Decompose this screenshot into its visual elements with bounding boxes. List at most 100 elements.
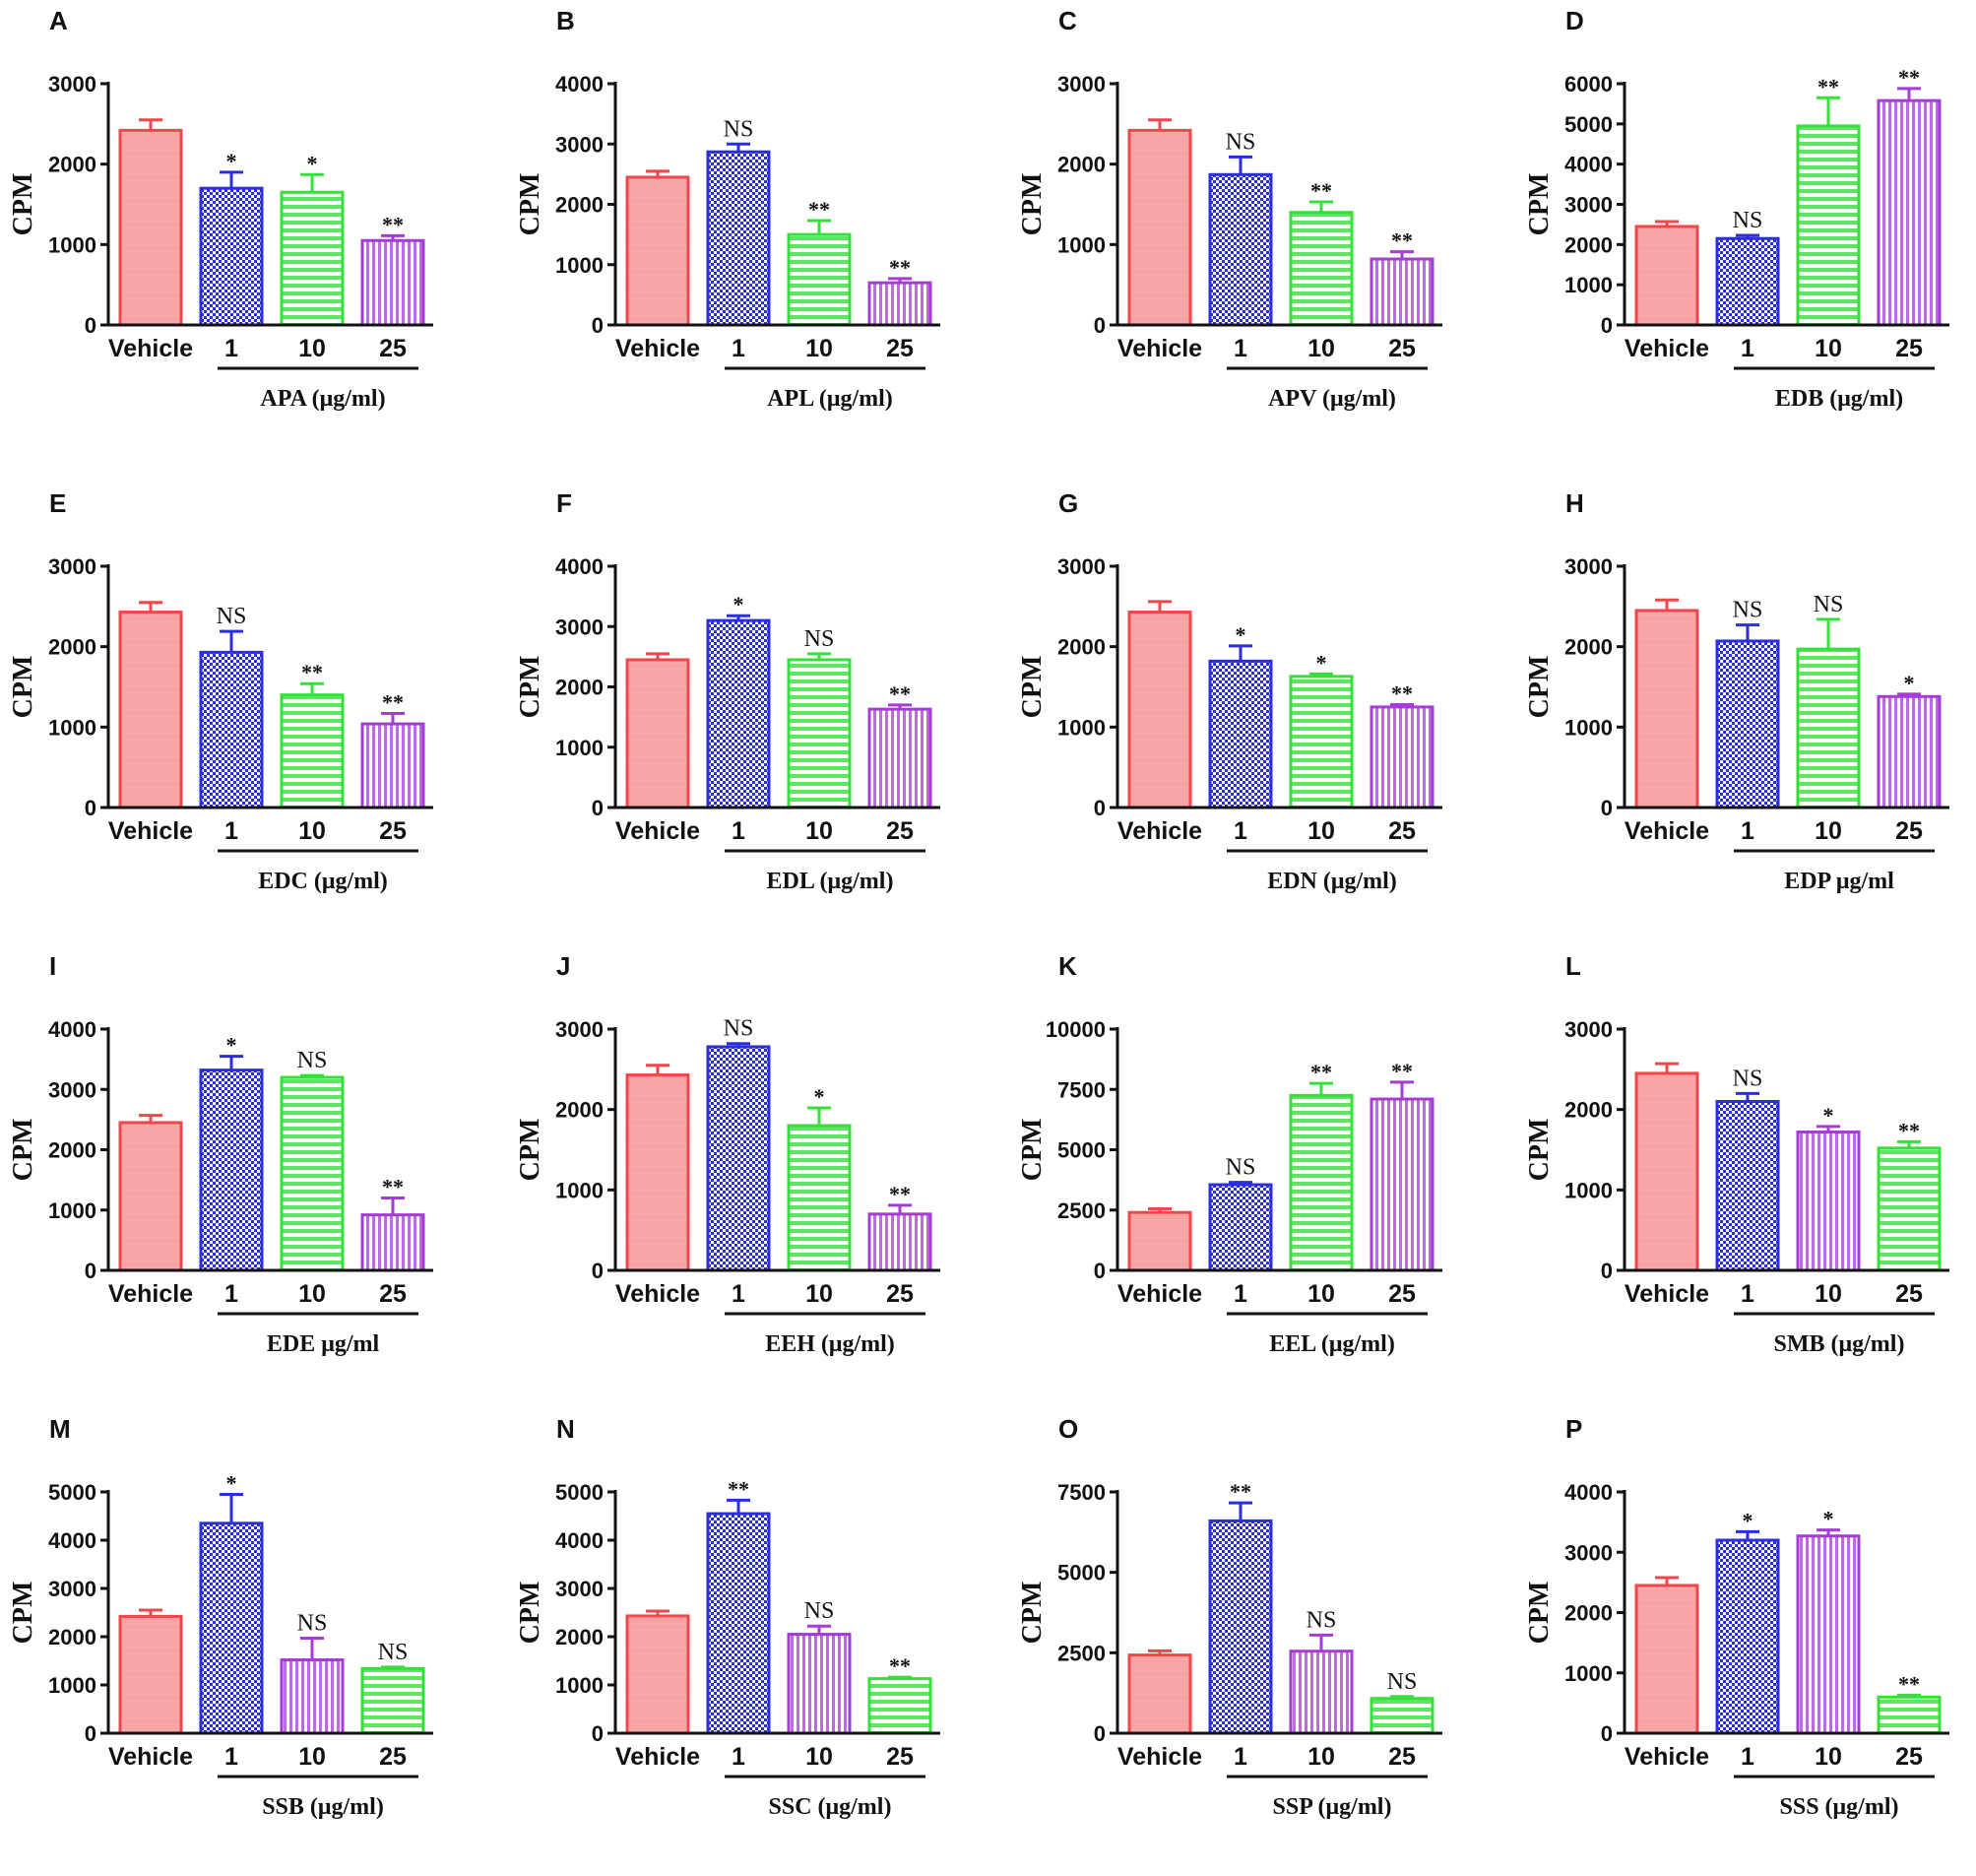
category-label: 25 xyxy=(1388,335,1416,362)
chart-panel-F: F CPM 0 1000 2000 3000 4000 * NS ** Vehicle 1 10 25 ED… xyxy=(507,483,999,950)
category-label: 10 xyxy=(1307,1280,1335,1308)
y-tick-label: 2000 xyxy=(48,153,96,177)
bar-25 xyxy=(1877,1695,1942,1735)
y-tick-label: 4000 xyxy=(555,554,604,579)
bar-1 xyxy=(1715,236,1780,327)
bar-chart: F CPM 0 1000 2000 3000 4000 * NS ** Vehicle 1 10 25 ED… xyxy=(515,488,940,894)
bar-chart: O CPM 0 2500 5000 7500 ** NS NS Vehicle 1 10 25 SSP (… xyxy=(1017,1414,1442,1820)
y-tick-label: 3000 xyxy=(48,1077,96,1102)
bar-vehicle xyxy=(1127,1653,1192,1735)
y-tick-label: 4000 xyxy=(1564,1480,1613,1505)
y-tick-label: 1000 xyxy=(1564,715,1613,740)
significance-label: * xyxy=(814,1084,825,1109)
y-tick-label: 2000 xyxy=(1564,232,1613,257)
significance-label: NS xyxy=(724,116,754,142)
bar-25 xyxy=(1877,694,1942,809)
panel-letter: E xyxy=(49,488,66,518)
bar-chart: C CPM 0 1000 2000 3000 NS ** ** Vehicle 1 10 25 APV (… xyxy=(1017,6,1442,412)
category-label: Vehicle xyxy=(1117,335,1202,362)
y-tick-label: 3000 xyxy=(555,615,604,639)
bar-chart: M CPM 0 1000 2000 3000 4000 5000 * NS NS Vehicle 1 10… xyxy=(8,1414,433,1820)
significance-label: ** xyxy=(382,1175,404,1199)
category-label: 1 xyxy=(1234,1743,1247,1771)
bar-vehicle xyxy=(625,1614,690,1735)
bar-10 xyxy=(1289,211,1354,327)
significance-label: * xyxy=(1743,1508,1753,1532)
y-tick-label: 2000 xyxy=(48,635,96,660)
bar-25 xyxy=(867,281,932,327)
y-tick-label: 0 xyxy=(1601,796,1613,820)
y-tick-label: 3000 xyxy=(1564,1017,1613,1042)
y-tick-label: 7500 xyxy=(1057,1480,1106,1505)
bar-1 xyxy=(706,618,771,809)
y-tick-label: 2000 xyxy=(555,1098,604,1123)
category-label: 1 xyxy=(732,817,745,845)
chart-panel-O: O CPM 0 2500 5000 7500 ** NS NS Vehicle 1 10 25 SSP (… xyxy=(1009,1408,1501,1876)
bar-1 xyxy=(199,1068,264,1272)
category-label: 1 xyxy=(1234,335,1247,362)
category-label: 10 xyxy=(805,335,833,362)
category-label: Vehicle xyxy=(615,1743,700,1771)
chart-panel-N: N CPM 0 1000 2000 3000 4000 5000 ** NS ** Vehicle 1 1… xyxy=(507,1408,999,1876)
category-label: 25 xyxy=(886,1280,914,1308)
significance-label: NS xyxy=(217,604,247,629)
category-label: 25 xyxy=(886,817,914,845)
significance-label: * xyxy=(1904,671,1915,695)
x-axis-label: SSB (μg/ml) xyxy=(262,1794,384,1820)
significance-label: ** xyxy=(382,212,404,236)
y-axis-label: CPM xyxy=(515,1582,545,1645)
significance-label: NS xyxy=(1733,598,1763,623)
panel-letter: I xyxy=(49,951,56,981)
category-label: 1 xyxy=(224,335,238,362)
category-label: 10 xyxy=(1815,1280,1842,1308)
bar-10 xyxy=(280,1075,345,1272)
significance-label: NS xyxy=(1307,1607,1337,1633)
bar-25 xyxy=(867,1212,932,1272)
y-tick-label: 2000 xyxy=(555,193,604,218)
significance-label: NS xyxy=(297,1048,328,1073)
x-axis-label: EDE μg/ml xyxy=(267,1331,380,1357)
bar-1 xyxy=(1715,1100,1780,1272)
y-tick-label: 0 xyxy=(1094,1259,1106,1283)
bar-1 xyxy=(1208,1183,1273,1272)
category-label: Vehicle xyxy=(615,335,700,362)
significance-label: * xyxy=(1236,622,1246,647)
bar-vehicle xyxy=(1634,1071,1699,1272)
x-axis-label: EDB (μg/ml) xyxy=(1775,386,1903,412)
y-tick-label: 1000 xyxy=(555,1178,604,1202)
y-axis-label: CPM xyxy=(515,1119,545,1182)
y-tick-label: 1000 xyxy=(48,1198,96,1223)
bar-10 xyxy=(787,658,852,809)
significance-label: NS xyxy=(1226,1155,1256,1181)
category-label: 10 xyxy=(298,817,326,845)
y-tick-label: 2000 xyxy=(48,1138,96,1163)
significance-label: ** xyxy=(1898,65,1920,90)
bar-1 xyxy=(1715,1538,1780,1735)
y-tick-label: 3000 xyxy=(1564,1540,1613,1565)
y-tick-label: 1000 xyxy=(555,1673,604,1698)
category-label: 25 xyxy=(1388,1280,1416,1308)
bar-25 xyxy=(867,707,932,809)
significance-label: * xyxy=(226,149,237,173)
bar-1 xyxy=(706,150,771,327)
y-tick-label: 6000 xyxy=(1564,72,1613,97)
y-tick-label: 0 xyxy=(592,1721,604,1746)
bar-1 xyxy=(1208,172,1273,327)
bar-1 xyxy=(706,1512,771,1735)
bar-25 xyxy=(360,1666,425,1735)
y-axis-label: CPM xyxy=(515,656,545,719)
category-label: Vehicle xyxy=(108,1743,193,1771)
significance-label: NS xyxy=(1733,208,1763,233)
y-tick-label: 5000 xyxy=(555,1480,604,1505)
y-axis-label: CPM xyxy=(1017,1582,1048,1645)
x-axis-label: EEH (μg/ml) xyxy=(765,1331,895,1357)
y-tick-label: 4000 xyxy=(1564,153,1613,177)
x-axis-label: APV (μg/ml) xyxy=(1268,386,1396,412)
y-tick-label: 3000 xyxy=(48,1577,96,1601)
bar-10 xyxy=(280,693,345,809)
y-tick-label: 0 xyxy=(1094,1721,1106,1746)
significance-label: ** xyxy=(1310,1060,1332,1084)
bar-10 xyxy=(787,232,852,327)
category-label: 25 xyxy=(1895,335,1923,362)
